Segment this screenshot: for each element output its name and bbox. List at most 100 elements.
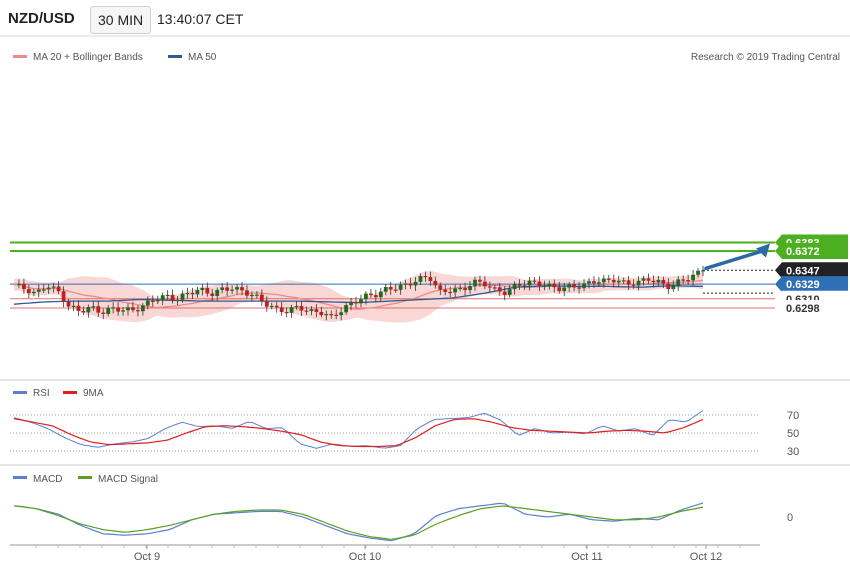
candle	[190, 287, 195, 299]
candle-body	[636, 280, 641, 286]
candle	[155, 295, 160, 305]
level-tag-label: 0.6372	[786, 246, 820, 258]
candle-body	[324, 314, 329, 316]
candle	[264, 296, 269, 312]
candle-body	[408, 283, 413, 286]
legend-macd: MACD MACD Signal	[13, 474, 158, 485]
candle-body	[329, 314, 334, 316]
candle-body	[86, 307, 91, 313]
candle	[393, 284, 398, 293]
candle	[314, 304, 319, 318]
candle	[175, 296, 180, 306]
candle	[319, 306, 324, 318]
candle-body	[150, 300, 155, 302]
candle-body	[106, 308, 111, 314]
candle	[592, 276, 596, 288]
candle-body	[681, 279, 686, 281]
candle	[36, 284, 41, 298]
candle	[656, 275, 661, 286]
candle	[195, 286, 200, 298]
candle-body	[646, 278, 651, 281]
candle-body	[403, 283, 408, 285]
candle-body	[334, 314, 339, 316]
candle	[205, 282, 210, 297]
candle	[408, 278, 413, 289]
candle-body	[537, 281, 542, 286]
candle	[497, 282, 502, 296]
x-tick-label: Oct 11	[571, 551, 603, 563]
candle-body	[373, 295, 378, 298]
candle	[671, 280, 676, 292]
candle-body	[220, 287, 225, 290]
candle-body	[631, 284, 636, 286]
candle	[463, 282, 467, 296]
candle-body	[676, 279, 681, 286]
candle-body	[522, 285, 527, 287]
candle	[522, 280, 527, 291]
candle-body	[349, 302, 353, 306]
rsi-legend-swatch	[13, 391, 27, 394]
candle	[334, 309, 339, 320]
candle-body	[547, 283, 552, 286]
candle	[507, 284, 512, 298]
candle	[473, 276, 477, 291]
candle-body	[364, 293, 368, 300]
candle-body	[46, 287, 51, 290]
candle-body	[597, 282, 601, 284]
level-tag-0.6372: 0.6372	[775, 243, 848, 260]
candle	[691, 269, 695, 286]
candle	[140, 302, 145, 316]
candle-body	[264, 301, 269, 307]
candle-body	[339, 312, 344, 316]
candle	[170, 289, 175, 304]
candle-body	[463, 287, 467, 291]
candle	[274, 301, 279, 313]
candle	[492, 284, 497, 292]
candle-body	[51, 286, 56, 288]
candle	[686, 274, 691, 285]
timeframe-badge[interactable]: 30 MIN	[90, 6, 152, 34]
rsi-tick-70: 70	[787, 410, 799, 422]
candle-body	[210, 293, 215, 296]
candle-body	[96, 306, 101, 313]
candle-body	[304, 310, 309, 312]
candle-body	[180, 293, 185, 300]
candle-body	[542, 285, 547, 287]
candle	[131, 301, 135, 313]
rsi-panel: 70 50 30	[10, 410, 799, 458]
candle	[577, 282, 581, 294]
candle	[220, 282, 225, 294]
candle	[542, 280, 547, 291]
macd-line	[13, 502, 704, 542]
candle-body	[552, 283, 557, 288]
forecast-arrow-shaft	[704, 248, 766, 271]
candle-body	[175, 299, 180, 302]
candle-body	[527, 280, 532, 286]
candle-body	[393, 289, 398, 291]
rsi-tick-30: 30	[787, 446, 799, 458]
candle-body	[482, 281, 487, 287]
level-tag-0.6347: 0.6347	[775, 262, 848, 279]
candle-body	[359, 299, 363, 304]
candle	[438, 282, 443, 295]
level-tag-box	[775, 276, 848, 293]
candle-body	[145, 300, 150, 306]
candle-body	[517, 284, 522, 286]
forecast-arrow	[704, 243, 770, 271]
candle-body	[691, 274, 695, 281]
candle-body	[666, 283, 671, 290]
candle-body	[344, 305, 349, 313]
candle-body	[36, 289, 41, 292]
candle-body	[269, 305, 274, 307]
level-tag-0.6298: 0.6298	[775, 300, 848, 316]
candle	[284, 307, 289, 318]
candle	[160, 292, 165, 306]
candle	[324, 310, 329, 321]
candle-body	[294, 305, 299, 308]
rsi-tick-50: 50	[787, 428, 799, 440]
candle	[111, 302, 116, 314]
ma50-line	[13, 285, 704, 305]
level-tag-box	[775, 300, 848, 316]
level-tag-box	[775, 262, 848, 279]
candle-body	[289, 307, 294, 313]
